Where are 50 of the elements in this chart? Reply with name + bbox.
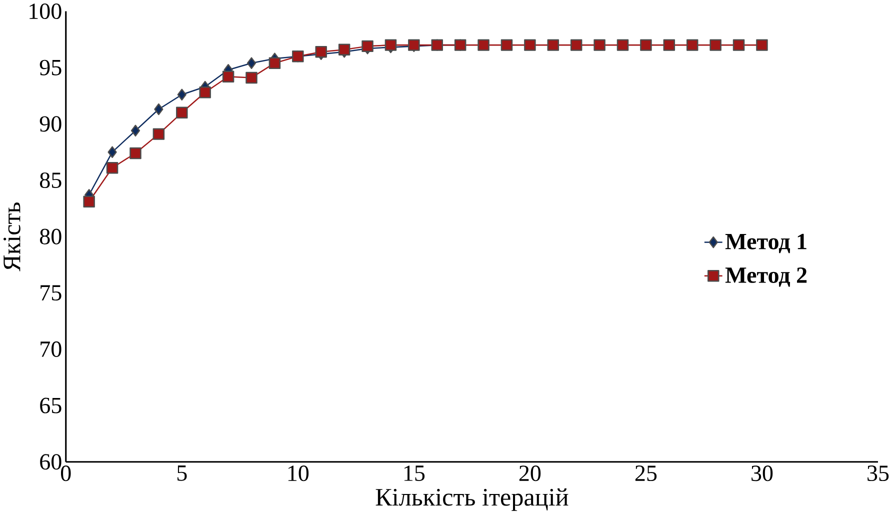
x-tick-label: 10 — [288, 465, 309, 481]
point — [199, 86, 211, 98]
point — [663, 39, 676, 51]
point — [362, 40, 374, 52]
y-axis-title: Якість — [4, 202, 20, 272]
point — [83, 196, 95, 208]
point — [732, 39, 745, 51]
x-tick-label: 15 — [404, 465, 425, 481]
y-tick-label: 80 — [40, 228, 62, 244]
y-tick-label: 90 — [40, 116, 62, 132]
point — [686, 39, 698, 51]
point — [154, 103, 164, 115]
point — [222, 70, 234, 82]
point — [246, 57, 256, 69]
point — [108, 146, 117, 158]
point — [756, 39, 768, 51]
y-tick-label: 95 — [40, 60, 62, 76]
x-tick-label: 35 — [868, 465, 889, 481]
x-tick-label: 0 — [60, 465, 71, 481]
y-tick-label: 85 — [40, 172, 62, 188]
point — [500, 39, 513, 51]
x-tick-label: 25 — [635, 465, 657, 481]
x-tick-label: 20 — [519, 465, 541, 481]
point — [177, 88, 186, 100]
x-tick-label: 30 — [752, 465, 773, 481]
x-axis-title: Кількість ітерацій — [376, 488, 568, 511]
point — [616, 39, 629, 51]
point — [524, 39, 536, 51]
point — [106, 162, 118, 174]
point — [570, 39, 582, 51]
legend-label: Метод 1 — [725, 234, 806, 253]
point — [640, 39, 652, 51]
y-tick-label: 75 — [40, 285, 62, 300]
y-tick-label: 70 — [40, 341, 62, 357]
point — [176, 106, 188, 118]
y-tick-label: 65 — [40, 398, 62, 414]
point — [478, 39, 490, 51]
point — [710, 39, 722, 51]
point — [130, 147, 142, 159]
point — [315, 46, 327, 58]
point — [246, 72, 258, 84]
point — [594, 39, 606, 51]
point — [130, 124, 140, 136]
point — [268, 57, 281, 69]
legend-label: Метод 2 — [725, 267, 807, 287]
point — [152, 128, 165, 140]
point — [547, 39, 560, 51]
x-tick-label: 5 — [177, 465, 187, 481]
y-tick-label: 100 — [30, 3, 62, 19]
y-tick-label: 60 — [40, 454, 62, 470]
